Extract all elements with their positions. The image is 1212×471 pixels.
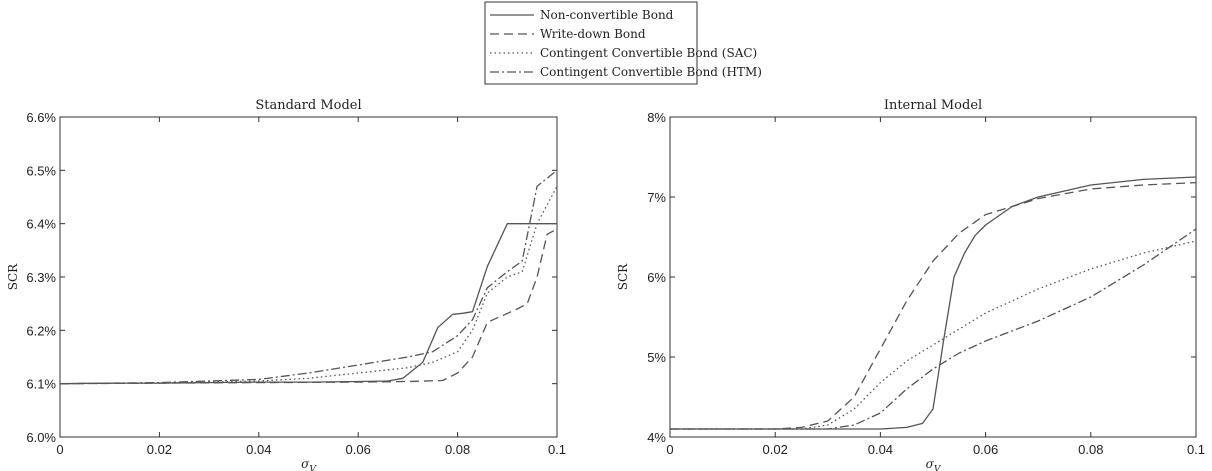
series-line-dotted [59,185,558,385]
x-tick-label: 0.08 [445,442,470,457]
legend-label-3: Contingent Convertible Bond (HTM) [540,65,762,79]
legend: Non-convertible Bond Write-down Bond Conti… [484,1,762,85]
plot-frame [59,116,558,438]
chart-internal-model: Internal Model 0 0.02 0.04 0.06 0.08 0.1 4% 5% 6%… [616,98,1205,471]
x-tick-label: 0.08 [1078,442,1103,457]
y-axis-label: SCR [616,263,630,290]
series-line-dashdot [670,228,1197,430]
y-tick-label: 6.0% [26,430,56,445]
series-line-dashed [59,228,558,385]
y-tick-label: 6.5% [26,163,56,178]
series-line-dotted [670,240,1197,430]
legend-label-0: Non-convertible Bond [540,8,674,22]
legend-box [484,1,698,85]
y-tick-label: 5% [647,350,666,365]
y-tick-label: 6.3% [26,270,56,285]
x-tick-label: 0.06 [973,442,998,457]
x-tick-label: 0.02 [763,442,788,457]
x-tick-label: 0 [56,442,63,457]
chart-standard-model: Standard Model 0 0.02 0.04 0.06 0.08 0.1 6.0% 6.… [6,98,566,471]
x-tick-label: 0.1 [1187,442,1205,457]
chart-title: Standard Model [255,98,361,113]
chart-title: Internal Model [884,98,982,113]
series-line-dashed [670,181,1197,430]
y-tick-label: 4% [647,430,666,445]
x-tick-label: 0.1 [548,442,566,457]
x-axis-label: σV [301,457,317,471]
y-tick-label: 7% [647,190,666,205]
series-line-solid [670,176,1197,430]
y-tick-label: 8% [647,110,666,125]
y-tick-label: 6.6% [26,110,56,125]
x-tick-label: 0.04 [868,442,893,457]
plot-frame [669,116,1197,438]
x-tick-label: 0 [666,442,673,457]
x-tick-label: 0.06 [346,442,371,457]
y-axis-label: SCR [6,263,20,290]
y-tick-label: 6.4% [26,217,56,232]
series-line-dashdot [59,169,558,385]
legend-label-2: Contingent Convertible Bond (SAC) [540,46,757,60]
y-tick-label: 6.2% [26,323,56,338]
legend-label-1: Write-down Bond [540,27,646,41]
x-tick-label: 0.04 [246,442,271,457]
y-tick-label: 6% [647,270,666,285]
x-tick-label: 0.02 [147,442,172,457]
y-tick-label: 6.1% [26,377,56,392]
x-axis-label: σV [926,457,942,471]
